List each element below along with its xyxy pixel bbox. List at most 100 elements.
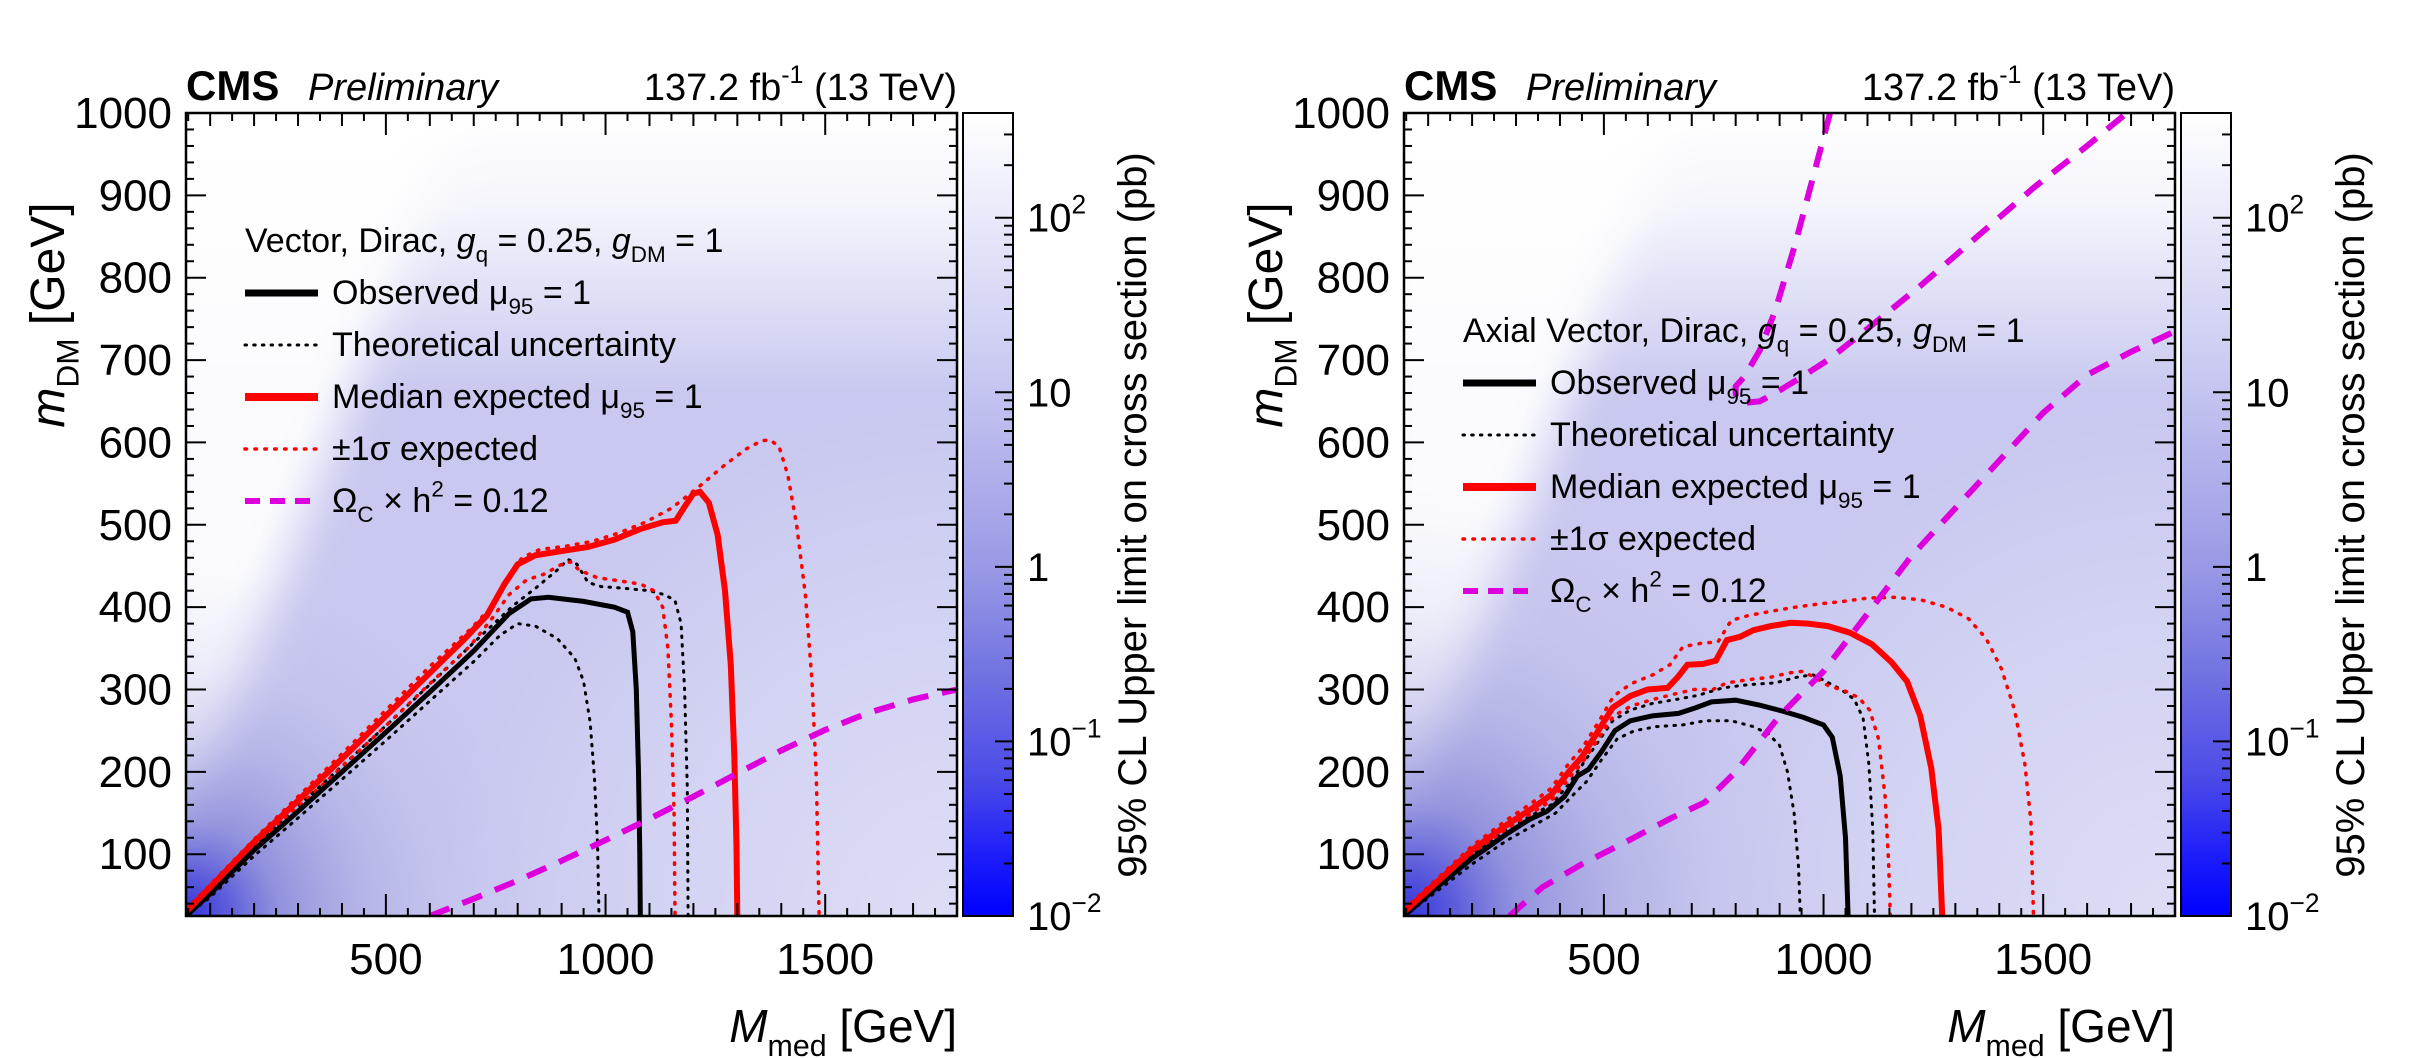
x-tick-label: 1500: [1994, 935, 2092, 984]
legend-title: Axial Vector, Dirac, gq = 0.25, gDM = 1: [1463, 312, 2025, 357]
x-axis-title: Mmed [GeV]: [1947, 1000, 2175, 1058]
y-tick-label: 200: [99, 748, 172, 797]
axis-labels: 500 1000 1500 100 200 300 400 500 600 700 800 900 10…: [1240, 89, 2175, 1058]
y-tick-label: 900: [1317, 171, 1390, 220]
legend-label-relic: ΩC × h2 = 0.12: [332, 477, 549, 528]
legend-item-median: Median expected μ95 = 1: [245, 378, 703, 423]
contour-observed: [1404, 697, 1851, 916]
colorbar: 102 10 1 10−1 10−295% CL Upper limit on cros…: [962, 112, 1155, 939]
colorbar-ticks: [2213, 133, 2231, 917]
x-tick-label: 1000: [557, 935, 655, 984]
contour-pm1sigma-expected: [1404, 669, 1893, 916]
preliminary-label: Preliminary: [1526, 67, 1718, 109]
legend-item-median: Median expected μ95 = 1: [1463, 468, 1921, 513]
colorbar-tick-label: 102: [2245, 190, 2304, 241]
colorbar-tick-label: 10: [2245, 371, 2290, 415]
legend-item-observed: Observed μ95 = 1: [245, 274, 591, 319]
contour-median-expected: [186, 488, 741, 916]
y-tick-label: 100: [99, 830, 172, 879]
legend: Vector, Dirac, gq = 0.25, gDM = 1 Observe…: [243, 222, 723, 528]
heatmap-dark-corner: [1404, 113, 2175, 916]
legend-item-theory: Theoretical uncertainty: [1461, 416, 1894, 454]
legend-label-observed: Observed μ95 = 1: [332, 274, 591, 319]
contour-theory-uncertainty: [1404, 673, 1876, 916]
legend-item-theory: Theoretical uncertainty: [243, 326, 676, 364]
panel-vector: 500 1000 1500 100 200 300 400 500 600 700 800 900 10…: [22, 61, 1155, 1058]
legend-label-theory: Theoretical uncertainty: [1550, 416, 1894, 454]
colorbar-tick-label: 1: [1027, 546, 1049, 590]
y-tick-label: 400: [1317, 583, 1390, 632]
legend-label-median: Median expected μ95 = 1: [1550, 468, 1921, 513]
y-tick-label: 100: [1317, 830, 1390, 879]
legend-label-median: Median expected μ95 = 1: [332, 378, 703, 423]
legend-title: Vector, Dirac, gq = 0.25, gDM = 1: [245, 222, 723, 267]
panel-axial-vector: 500 1000 1500 100 200 300 400 500 600 700 800 900 10…: [1218, 0, 2435, 1058]
plot-header: CMS Preliminary 137.2 fb-1 (13 TeV): [186, 61, 957, 109]
plot-header: CMS Preliminary 137.2 fb-1 (13 TeV): [1404, 61, 2175, 109]
legend-label-observed: Observed μ95 = 1: [1550, 364, 1809, 409]
axes-frame: [184, 111, 959, 918]
y-tick-label: 600: [99, 418, 172, 467]
lumi-label: 137.2 fb-1 (13 TeV): [644, 61, 957, 109]
y-tick-label: 800: [99, 254, 172, 303]
contour-theory-uncertainty: [186, 622, 601, 916]
y-axis-title: mDM [GeV]: [22, 202, 85, 427]
y-tick-label: 200: [1317, 748, 1390, 797]
contour-pm1sigma-expected: [186, 559, 677, 916]
cms-label: CMS: [1404, 62, 1497, 109]
contours: [1404, 113, 2175, 916]
legend-item-observed: Observed μ95 = 1: [1463, 364, 1809, 409]
contour-theory-uncertainty: [186, 557, 690, 916]
legend-label-pm1sigma: ±1σ expected: [332, 430, 538, 468]
legend-label-pm1sigma: ±1σ expected: [1550, 520, 1756, 558]
legend-item-pm1sigma: ±1σ expected: [243, 430, 538, 468]
contours: [186, 438, 957, 916]
contour-relic-density: [428, 686, 957, 916]
contour-observed: [186, 594, 643, 916]
y-tick-label: 300: [1317, 666, 1390, 715]
colorbar-tick-label: 102: [1027, 190, 1086, 241]
x-tick-label: 500: [349, 935, 422, 984]
legend-label-relic: ΩC × h2 = 0.12: [1550, 567, 1767, 618]
colorbar-tick-label: 10−2: [1027, 888, 1102, 939]
preliminary-label: Preliminary: [308, 67, 500, 109]
y-tick-label: 900: [99, 171, 172, 220]
contour-relic-density: [1732, 113, 2129, 406]
colorbar-ticks: [995, 133, 1013, 917]
x-axis-title: Mmed [GeV]: [729, 1000, 957, 1058]
colorbar-title: 95% CL Upper limit on cross section (pb): [2329, 152, 2373, 877]
plot-frame: [184, 111, 959, 918]
y-tick-label: 800: [1317, 254, 1390, 303]
axes-frame: [1402, 111, 2177, 918]
colorbar-title: 95% CL Upper limit on cross section (pb): [1111, 152, 1155, 877]
x-tick-label: 1000: [1775, 935, 1873, 984]
heatmap: [1404, 113, 2175, 916]
x-tick-label: 1500: [776, 935, 874, 984]
legend-item-relic: ΩC × h2 = 0.12: [245, 477, 549, 528]
y-tick-label: 400: [99, 583, 172, 632]
colorbar: 102 10 1 10−1 10−295% CL Upper limit on cros…: [2180, 112, 2373, 939]
contour-median-expected: [1404, 619, 1946, 916]
y-tick-label: 1000: [1292, 89, 1390, 138]
legend-label-theory: Theoretical uncertainty: [332, 326, 676, 364]
contour-relic-density: [1507, 328, 2175, 916]
y-tick-label: 300: [99, 666, 172, 715]
lumi-label: 137.2 fb-1 (13 TeV): [1862, 61, 2175, 109]
limit-plot: 500 1000 1500 100 200 300 400 500 600 700 800 900 10…: [22, 61, 1155, 1058]
cms-label: CMS: [186, 62, 279, 109]
y-tick-label: 700: [99, 336, 172, 385]
y-tick-label: 500: [99, 501, 172, 550]
heatmap: [186, 113, 957, 916]
y-axis-title: mDM [GeV]: [1240, 202, 1303, 427]
plot-frame: [1402, 111, 2177, 918]
colorbar-tick-label: 10: [1027, 371, 1072, 415]
axis-labels: 500 1000 1500 100 200 300 400 500 600 700 800 900 10…: [22, 89, 957, 1058]
x-tick-label: 500: [1567, 935, 1640, 984]
colorbar-tick-label: 10−1: [2245, 713, 2320, 764]
colorbar-tick-label: 1: [2245, 546, 2267, 590]
contour-pm1sigma-expected: [1404, 595, 2036, 916]
legend: Axial Vector, Dirac, gq = 0.25, gDM = 1 O…: [1461, 312, 2025, 618]
y-tick-label: 1000: [74, 89, 172, 138]
colorbar-tick-label: 10−1: [1027, 713, 1102, 764]
colorbar-tick-label: 10−2: [2245, 888, 2320, 939]
